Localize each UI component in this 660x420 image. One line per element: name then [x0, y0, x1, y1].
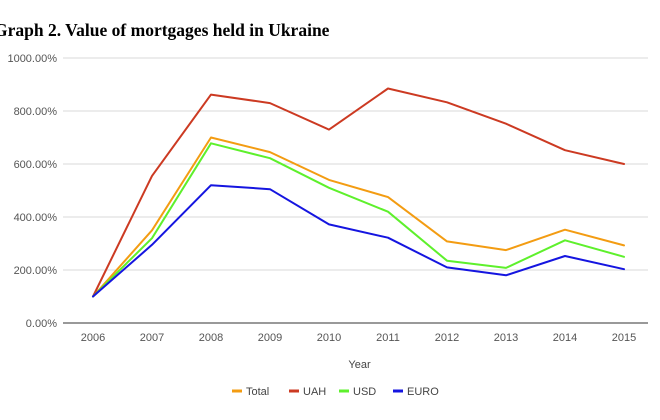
y-tick-label: 1000.00% — [7, 53, 57, 65]
y-tick-label: 400.00% — [14, 212, 58, 224]
y-tick-label: 600.00% — [14, 159, 58, 171]
series-line-euro — [92, 184, 625, 298]
series-lines — [92, 87, 625, 298]
legend: Total UAH USD EURO — [232, 386, 439, 398]
y-axis-ticks: 0.00% 200.00% 400.00% 600.00% 800.00% 1000.00… — [7, 53, 57, 330]
series-line-usd — [92, 142, 625, 298]
gridlines — [63, 57, 648, 324]
x-axis-title: Year — [348, 359, 371, 371]
y-tick-label: 800.00% — [14, 106, 58, 118]
x-axis-ticks: 2006 2007 2008 2009 2010 2011 2012 2013 2014 2015 — [81, 332, 636, 344]
legend-label: UAH — [303, 386, 326, 398]
legend-item-total: Total — [232, 386, 269, 398]
legend-label: EURO — [407, 386, 439, 398]
legend-item-euro: EURO — [393, 386, 439, 398]
y-tick-label: 200.00% — [14, 265, 58, 277]
legend-label: Total — [246, 386, 269, 398]
legend-label: USD — [353, 386, 376, 398]
x-tick-label: 2012 — [435, 332, 459, 344]
x-tick-label: 2011 — [376, 332, 400, 344]
x-tick-label: 2014 — [553, 332, 577, 344]
chart-title: Graph 2. Value of mortgages held in Ukra… — [0, 20, 330, 40]
legend-item-usd: USD — [339, 386, 376, 398]
x-tick-label: 2010 — [317, 332, 341, 344]
x-tick-label: 2008 — [199, 332, 223, 344]
x-tick-label: 2015 — [612, 332, 636, 344]
legend-item-uah: UAH — [289, 386, 326, 398]
x-tick-label: 2013 — [494, 332, 518, 344]
series-line-uah — [92, 87, 625, 298]
series-line-total — [92, 136, 625, 298]
x-tick-label: 2009 — [258, 332, 282, 344]
y-tick-label: 0.00% — [26, 318, 57, 330]
x-tick-label: 2006 — [81, 332, 105, 344]
x-tick-label: 2007 — [140, 332, 164, 344]
